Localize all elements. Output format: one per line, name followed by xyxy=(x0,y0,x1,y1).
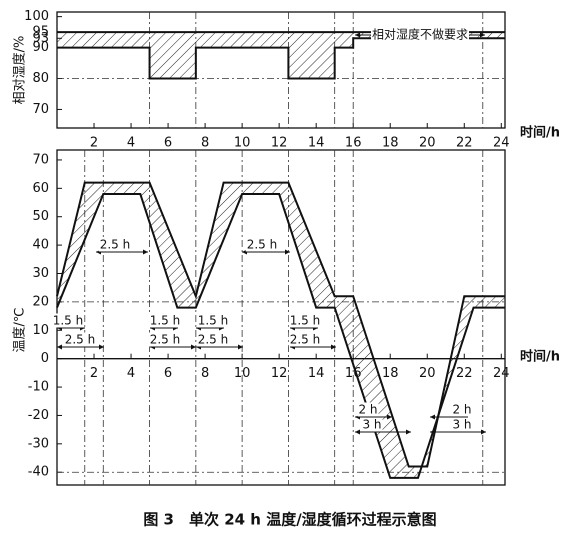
annotation-bg xyxy=(148,313,182,328)
annotation-bg xyxy=(51,313,85,328)
y-tick-label: -20 xyxy=(28,408,49,423)
series-line xyxy=(56,181,505,468)
arrow-head xyxy=(191,344,196,350)
y-tick-label: -40 xyxy=(28,465,49,480)
arrow-head xyxy=(238,344,243,350)
arrow-head xyxy=(406,429,411,435)
annotation-bg xyxy=(451,402,473,417)
annotation-bg xyxy=(288,313,322,328)
y-tick-label: 95 xyxy=(32,25,49,40)
annotation: 2.5 h xyxy=(65,333,96,347)
y-axis-label: 温度/℃ xyxy=(12,308,28,353)
annotation: 3 h xyxy=(362,418,381,432)
tolerance-band xyxy=(57,182,505,478)
annotation-bg xyxy=(98,237,132,252)
x-tick-label: 18 xyxy=(382,136,399,151)
y-tick-label: 50 xyxy=(32,209,49,224)
y-tick-label: 70 xyxy=(32,102,49,117)
arrow-head xyxy=(143,249,148,255)
x-tick-label: 20 xyxy=(419,366,436,381)
annotation-bg xyxy=(63,332,97,347)
x-tick-label: 22 xyxy=(456,136,473,151)
x-tick-label: 6 xyxy=(164,366,172,381)
y-tick-label: 70 xyxy=(32,152,49,167)
y-tick-label: 0 xyxy=(41,351,49,366)
arrow-head xyxy=(481,429,486,435)
x-tick-label: 24 xyxy=(493,136,510,151)
y-tick-label: 40 xyxy=(32,238,49,253)
arrow-head xyxy=(57,344,62,350)
x-axis-label: 时间/h xyxy=(520,349,560,365)
y-tick-label: 100 xyxy=(24,9,49,24)
x-tick-label: 12 xyxy=(271,136,288,151)
arrow-head xyxy=(331,344,336,350)
x-tick-label: 16 xyxy=(345,136,362,151)
arrow-head xyxy=(430,429,435,435)
x-tick-label: 20 xyxy=(419,136,436,151)
y-tick-label: 80 xyxy=(32,71,49,86)
annotation-bg xyxy=(361,417,383,432)
x-tick-label: 8 xyxy=(201,366,209,381)
annotation: 2.5 h xyxy=(100,238,131,252)
x-tick-label: 2 xyxy=(90,366,98,381)
annotation: 2.5 h xyxy=(150,333,181,347)
series-line xyxy=(57,37,505,80)
annotation-bg xyxy=(148,332,182,347)
annotation-bg xyxy=(451,417,473,432)
y-tick-label: 20 xyxy=(32,294,49,309)
y-tick-label: 90 xyxy=(32,40,49,55)
arrow-head xyxy=(480,32,485,38)
annotation-bg xyxy=(288,332,322,347)
x-tick-label: 8 xyxy=(201,136,209,151)
y-axis-label: 相对湿度/% xyxy=(12,36,28,105)
annotation: 相对湿度不做要求 xyxy=(372,27,468,42)
arrow-head xyxy=(430,414,435,420)
y-tick-label: 10 xyxy=(32,323,49,338)
series-line xyxy=(56,193,505,479)
plot-frame xyxy=(56,11,506,129)
y-tick-label: 60 xyxy=(32,181,49,196)
y-tick-label: -30 xyxy=(28,436,49,451)
y-tick-label: 30 xyxy=(32,266,49,281)
arrow-head xyxy=(355,429,360,435)
arrow-head xyxy=(285,249,290,255)
tolerance-band xyxy=(57,32,505,79)
x-tick-label: 22 xyxy=(456,366,473,381)
x-tick-label: 14 xyxy=(308,366,325,381)
x-tick-label: 12 xyxy=(271,366,288,381)
annotation: 1.5 h xyxy=(150,314,181,328)
annotation: 3 h xyxy=(452,418,471,432)
x-tick-label: 10 xyxy=(234,366,251,381)
x-tick-label: 2 xyxy=(90,136,98,151)
annotation: 2.5 h xyxy=(247,238,278,252)
y-tick-label: -10 xyxy=(28,380,49,395)
x-tick-label: 4 xyxy=(127,136,135,151)
x-axis-label: 时间/h xyxy=(520,125,560,141)
y-tick-label: 93 xyxy=(32,31,49,46)
x-tick-label: 14 xyxy=(308,136,325,151)
annotation: 2.5 h xyxy=(290,333,321,347)
arrow-head xyxy=(355,32,360,38)
annotation-bg xyxy=(196,313,230,328)
annotation-bg xyxy=(196,332,230,347)
annotation: 2.5 h xyxy=(198,333,229,347)
x-tick-label: 6 xyxy=(164,136,172,151)
annotation-bg xyxy=(245,237,279,252)
annotation-bg xyxy=(357,402,379,417)
annotation: 2 h xyxy=(452,403,471,417)
caption: 图 3 单次 24 h 温度/湿度循环过程示意图 xyxy=(143,511,436,529)
arrow-head xyxy=(387,414,392,420)
annotation: 1.5 h xyxy=(198,314,229,328)
annotation: 1.5 h xyxy=(53,314,84,328)
x-tick-label: 10 xyxy=(234,136,251,151)
arrow-head xyxy=(99,344,104,350)
x-tick-label: 18 xyxy=(382,366,399,381)
annotation: 2 h xyxy=(358,403,377,417)
x-tick-label: 24 xyxy=(493,366,510,381)
annotation: 1.5 h xyxy=(290,314,321,328)
annotation-bg xyxy=(370,26,470,42)
x-tick-label: 4 xyxy=(127,366,135,381)
